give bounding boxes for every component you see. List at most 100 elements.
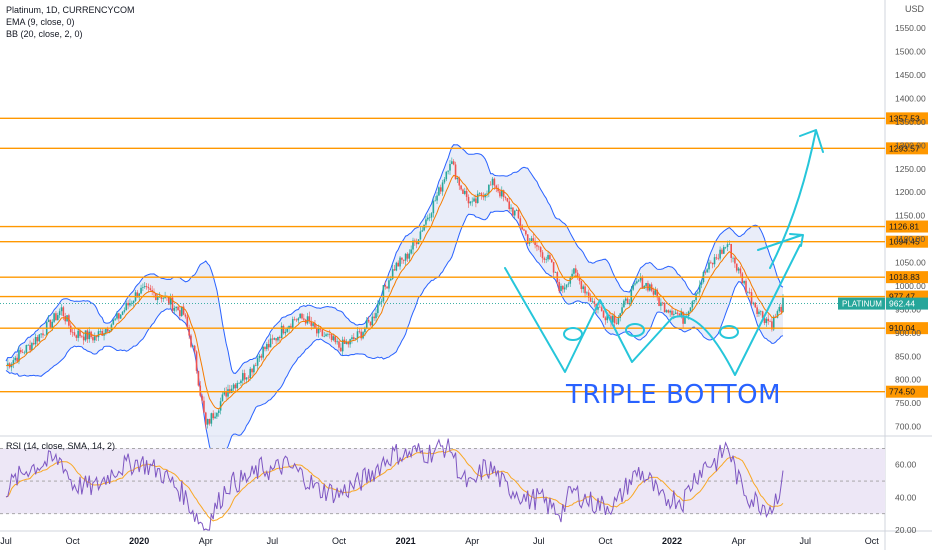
candle-body bbox=[49, 319, 52, 329]
level-tag-label: 1094.45 bbox=[889, 237, 920, 247]
candle-body bbox=[475, 198, 477, 204]
candle-body bbox=[473, 198, 475, 202]
candle-body bbox=[452, 161, 455, 165]
candle-body bbox=[723, 247, 725, 254]
candle-body bbox=[706, 269, 708, 273]
symbol-title: Platinum, 1D, CURRENCYCOM bbox=[6, 5, 135, 15]
candle-body bbox=[626, 298, 629, 305]
price-tick-label: 1200.00 bbox=[895, 187, 926, 197]
candle-body bbox=[230, 388, 233, 394]
triple-bottom-label: TRIPLE BOTTOM bbox=[566, 380, 782, 410]
level-tag-label: 977.47 bbox=[889, 292, 915, 302]
candle-body bbox=[567, 283, 570, 285]
ema-line bbox=[5, 174, 784, 410]
candle-body bbox=[488, 184, 490, 194]
candle-body bbox=[512, 207, 514, 216]
time-tick-label: Oct bbox=[865, 536, 880, 546]
candle-body bbox=[634, 283, 636, 285]
candle-body bbox=[563, 287, 566, 290]
candle-body bbox=[353, 337, 355, 340]
candle-body bbox=[573, 268, 575, 274]
candle-body bbox=[513, 210, 516, 216]
candle-body bbox=[27, 345, 29, 346]
candle-body bbox=[456, 177, 459, 180]
candle-body bbox=[73, 332, 76, 336]
candle-body bbox=[619, 313, 621, 319]
candle-body bbox=[354, 338, 357, 340]
candle-body bbox=[539, 247, 542, 253]
candle-body bbox=[388, 280, 390, 289]
candle-body bbox=[493, 178, 496, 186]
candle-body bbox=[328, 334, 331, 335]
rsi-tick-label: 20.00 bbox=[895, 525, 917, 535]
candle-body bbox=[462, 189, 464, 194]
candle-body bbox=[663, 302, 666, 313]
time-tick-label: Apr bbox=[465, 536, 479, 546]
candle-body bbox=[367, 319, 370, 322]
candle-body bbox=[397, 262, 399, 267]
candle-body bbox=[593, 301, 596, 304]
candle-body bbox=[580, 280, 583, 290]
candle-body bbox=[528, 241, 531, 244]
candle-body bbox=[262, 346, 264, 358]
candle-body bbox=[734, 257, 736, 264]
candle-body bbox=[652, 290, 655, 295]
candle-body bbox=[698, 284, 701, 293]
candle-body bbox=[177, 306, 179, 311]
candle-body bbox=[515, 210, 518, 211]
price-tick-label: 1250.00 bbox=[895, 164, 926, 174]
candle-body bbox=[249, 368, 251, 379]
candle-body bbox=[776, 311, 779, 318]
candle-body bbox=[682, 311, 684, 324]
candle-body bbox=[312, 323, 314, 326]
candle-body bbox=[29, 345, 31, 351]
time-tick-label: Jul bbox=[0, 536, 12, 546]
candle-body bbox=[62, 307, 65, 316]
candle-body bbox=[628, 302, 631, 305]
candle-body bbox=[517, 210, 520, 219]
candle-body bbox=[414, 240, 416, 242]
candle-body bbox=[458, 177, 461, 186]
candle-body bbox=[156, 296, 159, 300]
candle-body bbox=[519, 218, 522, 226]
candle-body bbox=[327, 334, 329, 335]
price-tick-label: 800.00 bbox=[895, 375, 921, 385]
candle-body bbox=[771, 321, 773, 330]
candle-body bbox=[245, 377, 248, 380]
candle-body bbox=[421, 230, 424, 232]
candle-body bbox=[214, 416, 216, 419]
candle-body bbox=[423, 224, 425, 231]
candle-body bbox=[584, 286, 586, 294]
level-tag-label: 1126.81 bbox=[889, 222, 919, 232]
candle-body bbox=[391, 269, 394, 279]
candle-body bbox=[132, 300, 135, 303]
candle-body bbox=[578, 277, 581, 281]
candle-body bbox=[673, 313, 675, 315]
candle-body bbox=[201, 395, 203, 401]
candle-body bbox=[674, 312, 677, 314]
candle-body bbox=[188, 327, 190, 336]
candle-body bbox=[116, 313, 118, 319]
candle-body bbox=[730, 244, 732, 258]
candle-body bbox=[356, 331, 359, 339]
candle-body bbox=[451, 161, 453, 164]
candle-body bbox=[439, 187, 442, 192]
candle-body bbox=[676, 312, 679, 314]
candle-body bbox=[297, 318, 300, 321]
candle-body bbox=[334, 336, 337, 343]
candle-body bbox=[660, 302, 662, 306]
candle-body bbox=[613, 315, 616, 323]
candle-body bbox=[97, 331, 100, 338]
candle-body bbox=[138, 293, 140, 298]
price-tick-label: 900.00 bbox=[895, 328, 921, 338]
candle-body bbox=[92, 337, 94, 341]
time-tick-label: Jul bbox=[533, 536, 545, 546]
candle-body bbox=[240, 380, 242, 384]
time-tick-label: Oct bbox=[66, 536, 81, 546]
candle-body bbox=[330, 334, 333, 341]
candle-body bbox=[549, 255, 551, 260]
candle-body bbox=[419, 231, 422, 240]
candle-body bbox=[216, 412, 218, 417]
level-tag bbox=[886, 322, 928, 335]
